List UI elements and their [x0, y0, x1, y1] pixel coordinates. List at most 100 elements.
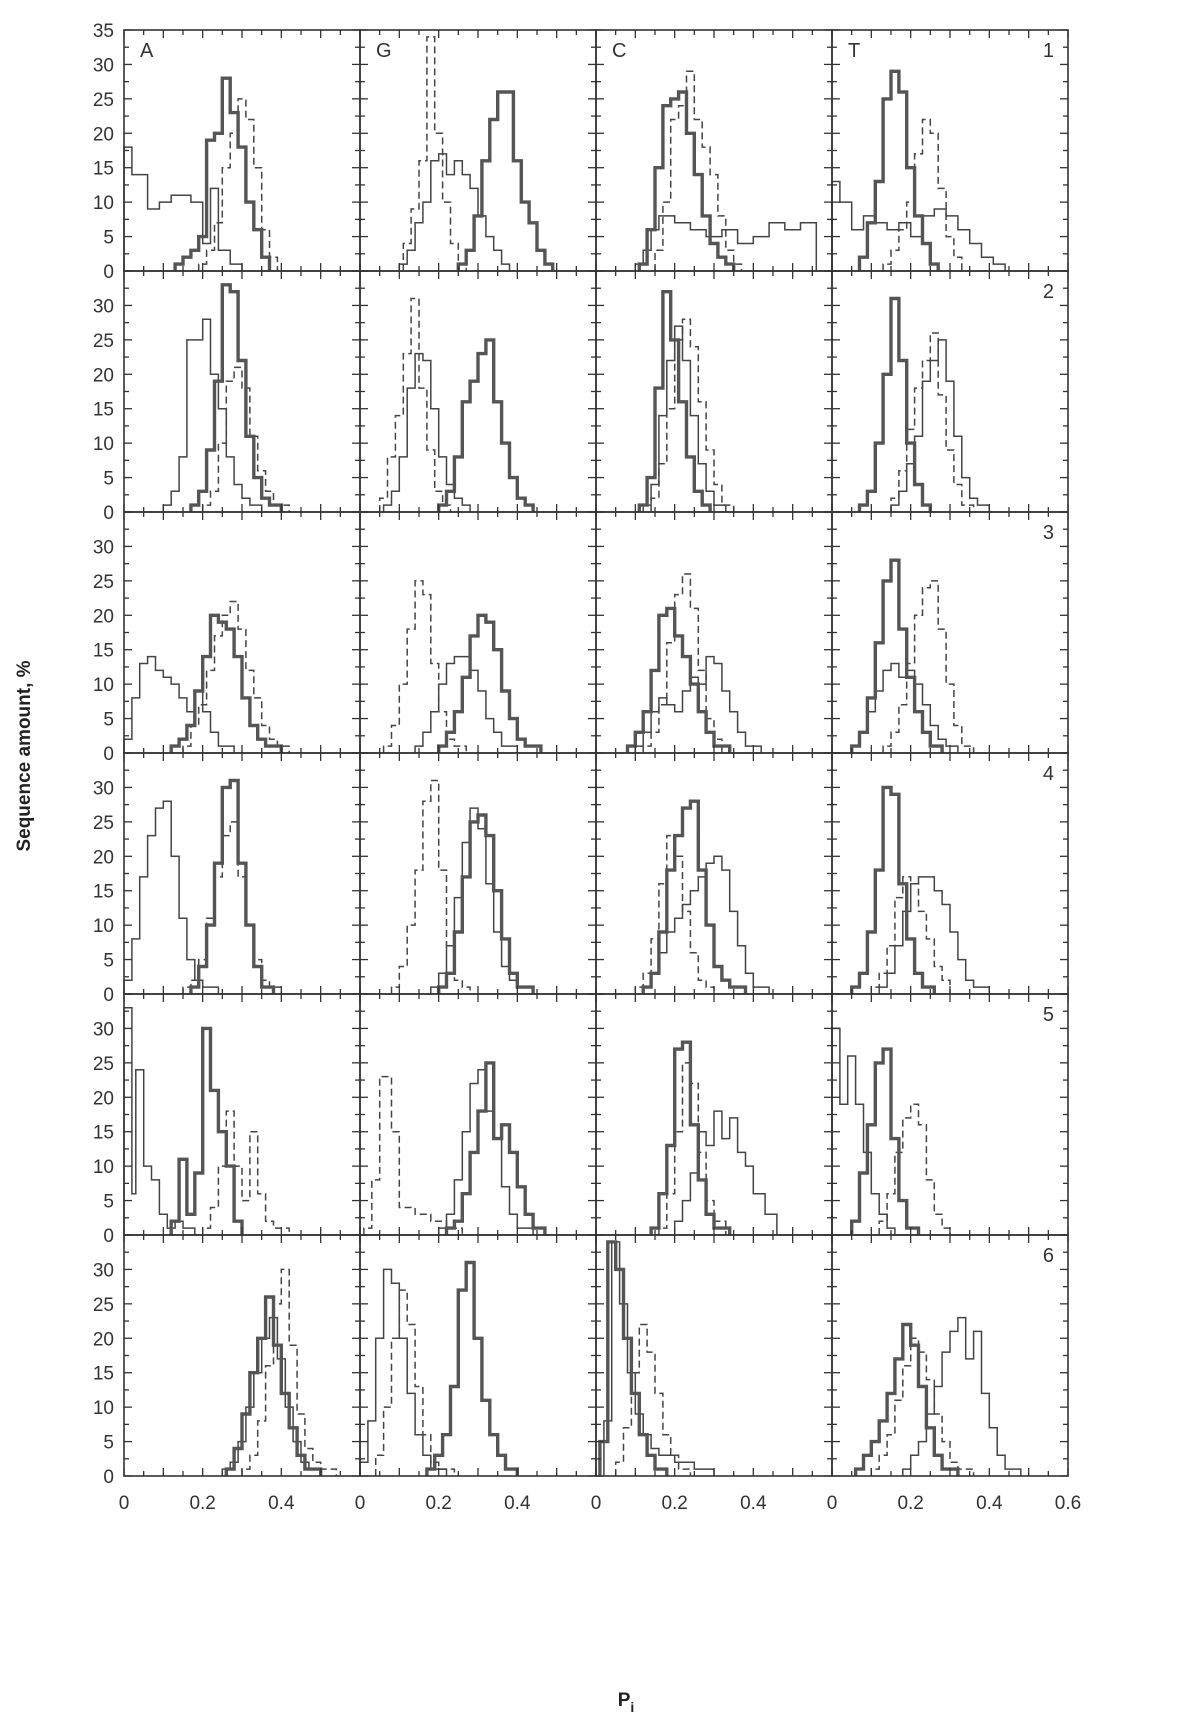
- series-thin-r2-C: [642, 325, 727, 512]
- series-thick-r3-C: [625, 606, 732, 753]
- x-axis-title: Pi: [618, 1690, 635, 1715]
- series-dashed-r3-C: [642, 573, 723, 753]
- y-tick-label: 25: [93, 572, 114, 593]
- series-dashed-r4-C: [634, 834, 715, 994]
- column-label-G: G: [376, 40, 392, 62]
- series-thick-r2-T: [857, 296, 932, 512]
- y-tick-label: 30: [93, 1019, 114, 1040]
- column-label-C: C: [612, 40, 626, 62]
- series-dashed-r4-G: [390, 779, 471, 994]
- series-thin-r4-T: [878, 876, 991, 994]
- panel-frame-r4-A: [123, 752, 361, 995]
- panel-frame-r3-A: [123, 511, 361, 754]
- y-tick-label: 20: [93, 124, 114, 145]
- y-tick-label: 15: [93, 400, 114, 421]
- series-dashed-r5-A: [201, 1110, 290, 1235]
- series-thin-r2-A: [162, 318, 263, 512]
- series-thick-r4-A: [189, 778, 276, 994]
- series-thin-r5-T: [831, 1027, 896, 1235]
- y-tick-label: 15: [93, 882, 114, 903]
- series-thin-r1-G: [398, 153, 511, 271]
- series-thick-r2-C: [637, 290, 712, 512]
- row-label-3: 3: [1043, 522, 1054, 544]
- axes-layer: 0510152025303505101520253005101520253005…: [93, 21, 1081, 1514]
- y-tick-label: 5: [103, 228, 114, 249]
- series-thick-r3-T: [850, 558, 944, 753]
- y-tick-label: 20: [93, 1329, 114, 1350]
- x-tick-label: 0.2: [661, 1493, 687, 1514]
- row-label-2: 2: [1043, 281, 1054, 303]
- panel-frame-r4-G: [359, 752, 597, 995]
- y-tick-label: 25: [93, 1295, 114, 1316]
- series-dashed-r5-T: [878, 1103, 951, 1235]
- y-tick-label: 0: [103, 1467, 114, 1488]
- series-thick-r5-C: [649, 1040, 732, 1235]
- x-axis-title-main: P: [618, 1690, 631, 1711]
- series-thin-r3-G: [414, 655, 519, 753]
- y-tick-label: 25: [93, 331, 114, 352]
- series-thick-r5-G: [444, 1061, 547, 1235]
- y-tick-label: 25: [93, 90, 114, 111]
- panel-frame-r1-A: [123, 29, 361, 272]
- y-tick-label: 0: [103, 744, 114, 765]
- series-thick-r1-C: [637, 90, 736, 271]
- panel-frame-r2-T: [831, 270, 1069, 513]
- y-tick-label: 10: [93, 193, 114, 214]
- series-thin-r1-C: [634, 215, 818, 271]
- x-tick-label: 0.2: [897, 1493, 923, 1514]
- x-tick-label: 0.4: [976, 1493, 1003, 1514]
- panel-frame-r5-T: [831, 993, 1069, 1236]
- x-axis-title-subscript: i: [630, 1699, 634, 1715]
- y-tick-label: 20: [93, 606, 114, 627]
- series-thick-r6-A: [224, 1295, 323, 1476]
- series-thin-r6-C: [603, 1241, 715, 1476]
- series-dashed-r6-G: [374, 1289, 456, 1476]
- y-tick-label: 15: [93, 1364, 114, 1385]
- series-thick-r6-T: [853, 1322, 960, 1476]
- series-thick-r5-A: [169, 1026, 244, 1235]
- y-tick-label: 30: [93, 296, 114, 317]
- series-thick-r1-T: [857, 69, 940, 271]
- series-dashed-r1-C: [654, 70, 743, 271]
- series-thin-r5-C: [673, 1110, 778, 1235]
- panel-frame-r2-A: [123, 270, 361, 513]
- series-dashed-r6-C: [614, 1323, 692, 1476]
- y-tick-label: 20: [93, 847, 114, 868]
- x-tick-label: 0.2: [425, 1493, 451, 1514]
- y-tick-label: 30: [93, 1260, 114, 1281]
- y-tick-label: 25: [93, 1054, 114, 1075]
- series-dashed-r3-T: [882, 580, 975, 753]
- y-tick-label: 0: [103, 503, 114, 524]
- series-thin-r6-T: [902, 1316, 1022, 1476]
- series-dashed-r2-A: [201, 366, 290, 512]
- y-tick-label: 0: [103, 985, 114, 1006]
- y-tick-label: 20: [93, 365, 114, 386]
- series-dashed-r6-A: [241, 1268, 338, 1476]
- series-dashed-r2-T: [890, 332, 975, 512]
- y-tick-label: 10: [93, 1398, 114, 1419]
- column-label-A: A: [140, 40, 154, 62]
- y-tick-label: 5: [103, 951, 114, 972]
- series-thick-r4-G: [437, 813, 535, 994]
- series-dashed-r5-C: [658, 1062, 727, 1235]
- row-label-6: 6: [1043, 1245, 1054, 1267]
- y-tick-label: 10: [93, 1157, 114, 1178]
- series-thin-r5-A: [123, 1007, 196, 1235]
- y-tick-label: 10: [93, 434, 114, 455]
- column-label-T: T: [848, 40, 860, 62]
- y-tick-label: 35: [93, 21, 114, 42]
- x-tick-label: 0.2: [189, 1493, 215, 1514]
- x-tick-label: 0: [355, 1493, 366, 1514]
- y-tick-label: 10: [93, 916, 114, 937]
- y-tick-label: 0: [103, 1226, 114, 1247]
- series-thick-r6-G: [425, 1260, 519, 1476]
- series-thin-r5-G: [437, 1068, 534, 1235]
- series-thick-r1-G: [456, 90, 555, 271]
- series-thick-r6-C: [598, 1240, 669, 1476]
- series-thick-r4-C: [641, 799, 748, 994]
- series-thin-r1-A: [123, 146, 243, 271]
- x-tick-label: 0: [591, 1493, 602, 1514]
- series-thin-r2-G: [382, 352, 471, 512]
- series-thick-r5-T: [850, 1047, 921, 1235]
- y-tick-label: 15: [93, 1123, 114, 1144]
